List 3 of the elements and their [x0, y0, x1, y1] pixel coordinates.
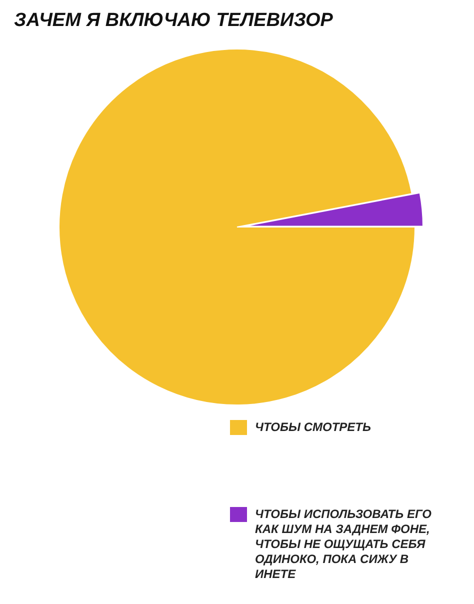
legend-label: ЧТОБЫ СМОТРЕТЬ	[255, 420, 372, 435]
chart-title: ЗАЧЕМ Я ВКЛЮЧАЮ ТЕЛЕВИЗОР	[14, 10, 333, 32]
legend-label: ЧТОБЫ ИСПОЛЬЗОВАТЬ ЕГО КАК ШУМ НА ЗАДНЕМ ФОНЕ, ЧТОБЫ НЕ ОЩУЩАТЬ СЕБЯ ОДИНОКО, ПОКА СИЖУ В ИНЕТЕ	[255, 507, 432, 582]
